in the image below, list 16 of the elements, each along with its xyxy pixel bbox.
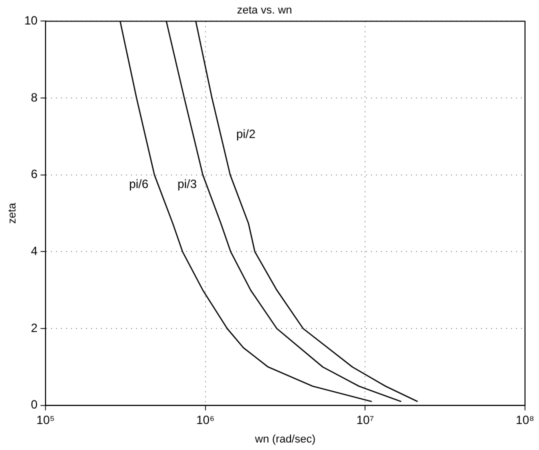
y-tick-label: 2 — [30, 320, 38, 335]
x-tick-label: 10⁷ — [356, 412, 374, 427]
y-tick-label: 4 — [30, 244, 38, 258]
y-tick-label: 8 — [30, 90, 38, 104]
chart-title: zeta vs. wn — [236, 4, 292, 17]
y-axis-title: zeta — [6, 202, 19, 224]
x-tick-label: 10⁸ — [516, 412, 534, 427]
x-tick-label: 10⁵ — [36, 412, 55, 427]
x-axis-title: wn (rad/sec) — [254, 433, 316, 446]
y-tick-label: 0 — [30, 398, 38, 412]
series-label: pi/3 — [177, 177, 198, 192]
series-label: pi/2 — [236, 127, 256, 142]
x-tick-label: 10⁶ — [196, 412, 215, 427]
series-label: pi/6 — [129, 177, 149, 192]
y-tick-label: 6 — [30, 167, 38, 182]
y-tick-label: 10 — [24, 14, 38, 28]
